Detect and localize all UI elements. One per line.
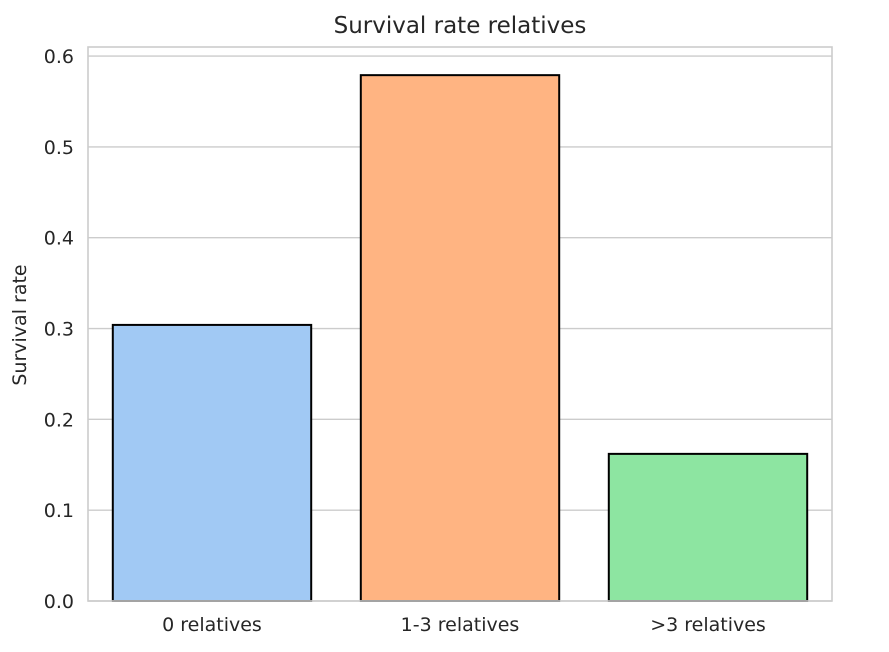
bar [111,323,313,602]
y-tick-label: 0.2 [44,409,74,431]
y-tick-label: 0.3 [44,319,74,341]
y-tick-label: 0.1 [44,500,74,522]
y-axis-ticks: 0.0 0.1 0.2 0.3 0.4 0.5 0.6 [44,46,74,613]
y-tick-label: 0.5 [44,137,74,159]
y-axis-label: Survival rate [9,264,31,385]
x-tick-label: 0 relatives [162,614,262,636]
bar [359,74,561,602]
y-tick-label: 0.0 [44,591,74,613]
y-tick-label: 0.6 [44,46,74,68]
plot-area-frame [87,46,833,602]
bars [111,74,809,602]
chart-title: Survival rate relatives [334,13,587,39]
x-axis-ticks: 0 relatives 1-3 relatives >3 relatives [162,614,766,636]
x-tick-label: >3 relatives [650,614,766,636]
y-tick-label: 0.4 [44,228,74,250]
bar [607,452,809,602]
x-tick-label: 1-3 relatives [401,614,520,636]
